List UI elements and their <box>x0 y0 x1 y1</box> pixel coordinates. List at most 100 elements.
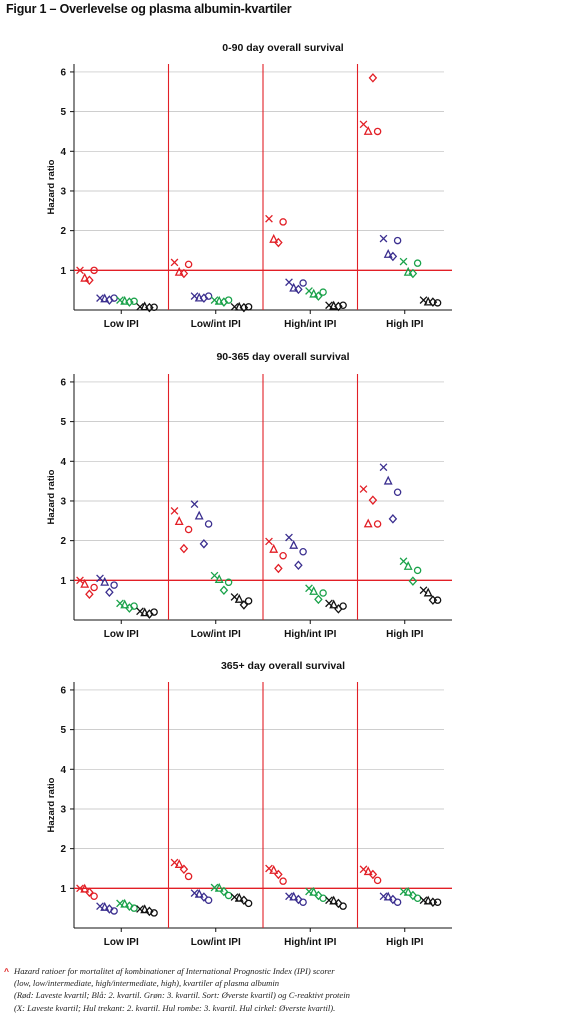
data-point-1-0-red-diamond <box>85 589 94 599</box>
data-point-1-1-blue-diamond <box>199 539 209 549</box>
data-point-0-2-red-triangle <box>269 233 279 243</box>
data-point-2-1-blue-triangle <box>194 888 204 898</box>
data-point-1-0-blue-triangle <box>100 576 110 586</box>
data-point-1-2-black-triangle <box>329 599 339 609</box>
figure-title: Figur 1 – Overlevelse og plasma albumin-… <box>6 2 292 16</box>
y-axis-label-2: Hazard ratio <box>46 777 57 832</box>
data-point-1-3-red-triangle <box>363 518 373 528</box>
category-label-0-3: High IPI <box>386 319 423 330</box>
data-point-1-1-blue-triangle <box>194 510 204 520</box>
data-point-2-2-green-triangle <box>309 886 319 896</box>
category-label-2-3: High IPI <box>386 937 423 948</box>
y-tick-label-0-3: 4 <box>60 147 66 158</box>
data-point-1-0-blue-diamond <box>105 587 114 598</box>
y-tick-label-2-5: 6 <box>60 685 66 696</box>
data-point-1-3-black-triangle <box>423 587 433 597</box>
data-point-0-2-blue-x <box>285 278 293 287</box>
data-point-0-1-blue-circle <box>204 292 213 300</box>
data-point-1-2-green-x <box>305 584 313 593</box>
data-point-1-2-black-circle <box>339 602 347 610</box>
data-point-2-1-red-circle <box>184 872 193 881</box>
category-label-1-1: Low/int IPI <box>191 629 241 640</box>
data-point-2-2-black-diamond <box>334 898 343 909</box>
data-point-0-3-red-triangle <box>363 125 373 135</box>
data-point-0-3-blue-triangle <box>383 248 393 258</box>
data-point-0-2-red-x <box>265 214 273 223</box>
data-point-2-0-black-circle <box>150 909 158 917</box>
data-point-1-2-red-triangle <box>269 543 279 553</box>
data-point-1-3-blue-diamond <box>388 514 398 524</box>
data-point-2-3-black-circle <box>433 898 442 906</box>
data-point-2-0-black-triangle <box>140 904 150 914</box>
data-point-1-1-red-circle <box>184 525 193 534</box>
data-point-2-2-green-diamond <box>314 890 323 901</box>
data-point-0-0-black-circle <box>150 303 158 311</box>
data-point-2-0-green-triangle <box>120 898 130 908</box>
data-point-0-2-blue-triangle <box>289 282 299 292</box>
data-point-2-0-red-diamond <box>85 887 94 898</box>
data-point-1-3-blue-triangle <box>383 475 393 485</box>
y-axis-label-1: Hazard ratio <box>46 469 57 524</box>
data-point-1-0-blue-x <box>96 574 104 583</box>
data-point-0-0-red-triangle <box>80 272 90 282</box>
data-point-1-3-red-circle <box>373 520 382 528</box>
data-point-0-3-green-x <box>399 257 408 266</box>
data-point-1-0-red-triangle <box>80 578 90 588</box>
data-point-0-3-red-circle <box>373 127 382 136</box>
category-label-1-2: High/int IPI <box>284 629 336 640</box>
data-point-1-2-blue-triangle <box>289 539 299 549</box>
data-point-1-3-red-x <box>359 485 368 493</box>
data-point-1-2-red-diamond <box>274 563 283 574</box>
category-label-2-0: Low IPI <box>104 937 139 948</box>
data-point-1-3-green-circle <box>413 566 422 575</box>
data-point-1-0-black-triangle <box>140 607 150 617</box>
data-point-2-0-blue-circle <box>110 907 118 915</box>
panel-title-1: 90-365 day overall survival <box>216 351 349 363</box>
category-label-2-1: Low/int IPI <box>191 937 241 948</box>
data-point-2-3-black-triangle <box>423 895 433 905</box>
footnote-text-1: Hazard ratioer for mortalitet af kombina… <box>14 966 335 976</box>
data-point-1-3-blue-circle <box>393 488 402 496</box>
y-tick-label-1-1: 2 <box>60 536 66 547</box>
data-point-2-3-green-diamond <box>408 890 418 901</box>
data-point-0-1-red-triangle <box>174 266 184 276</box>
panel-title-0: 0-90 day overall survival <box>222 42 343 54</box>
data-point-0-3-blue-x <box>379 234 388 243</box>
y-tick-label-1-2: 3 <box>60 496 66 507</box>
data-point-0-0-green-circle <box>130 297 138 306</box>
data-point-2-1-green-diamond <box>219 886 229 897</box>
data-point-2-3-blue-triangle <box>383 891 393 901</box>
data-point-0-3-red-diamond <box>368 73 378 83</box>
y-tick-label-1-0: 1 <box>60 576 66 587</box>
data-point-2-1-blue-diamond <box>199 892 209 902</box>
y-tick-label-0-0: 1 <box>60 266 66 277</box>
y-tick-label-0-1: 2 <box>60 226 66 237</box>
data-point-2-2-black-circle <box>339 902 347 910</box>
data-point-2-0-blue-diamond <box>105 904 114 914</box>
y-tick-label-1-3: 4 <box>60 457 66 468</box>
data-point-1-3-blue-x <box>379 463 388 472</box>
data-point-1-0-black-circle <box>150 608 158 616</box>
category-label-0-2: High/int IPI <box>284 319 336 330</box>
y-axis-label-0: Hazard ratio <box>46 159 57 214</box>
category-label-0-0: Low IPI <box>104 319 139 330</box>
data-point-2-3-blue-diamond <box>388 894 398 905</box>
data-point-1-2-blue-circle <box>299 548 307 556</box>
data-point-1-1-red-x <box>170 507 179 515</box>
data-point-0-2-black-diamond <box>334 301 343 312</box>
data-point-2-0-red-triangle <box>80 883 90 893</box>
data-point-1-1-green-x <box>210 571 219 580</box>
data-point-2-2-blue-diamond <box>294 894 303 905</box>
data-point-0-1-red-diamond <box>179 268 189 279</box>
y-tick-label-0-4: 5 <box>60 107 66 118</box>
data-point-2-1-black-circle <box>244 899 253 908</box>
data-point-2-2-blue-circle <box>299 898 307 906</box>
data-point-2-3-red-circle <box>373 876 382 885</box>
footnote-line-4: (X: Laveste kvartil; Hul trekant: 2. kva… <box>14 1002 336 1013</box>
data-point-2-0-black-diamond <box>145 906 154 917</box>
data-point-0-0-blue-circle <box>110 294 118 302</box>
data-point-2-2-black-triangle <box>329 895 339 905</box>
data-point-1-2-green-circle <box>319 589 327 597</box>
data-point-1-2-green-triangle <box>309 585 319 595</box>
